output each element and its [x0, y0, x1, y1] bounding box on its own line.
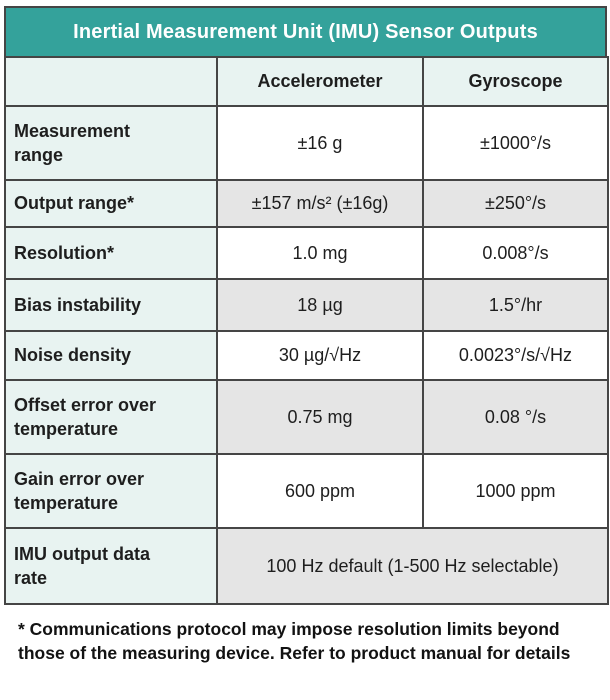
accelerometer-value-cell: 1.0 mg [216, 226, 424, 280]
footnote: * Communications protocol may impose res… [18, 619, 571, 663]
accelerometer-value-cell: ±16 g [216, 105, 424, 181]
imu-spec-table: Accelerometer Gyroscope Measurement rang… [4, 56, 609, 605]
header-gyroscope: Gyroscope [422, 56, 609, 107]
table-row-measurement-range: Measurement range ±16 g ±1000°/s [4, 105, 609, 181]
table-row-noise-density: Noise density 30 µg/√Hz 0.0023°/s/√Hz [4, 330, 609, 381]
header-row: Accelerometer Gyroscope [4, 56, 609, 107]
table-row-resolution: Resolution* 1.0 mg 0.008°/s [4, 226, 609, 280]
table-row-output-range: Output range* ±157 m/s² (±16g) ±250°/s [4, 179, 609, 228]
gyroscope-value-cell: 1.5°/hr [422, 278, 609, 332]
row-label-cell: Measurement range [4, 105, 218, 181]
accelerometer-value-cell: 0.75 mg [216, 379, 424, 455]
table-row-gain-error: Gain error over temperature 600 ppm 1000… [4, 453, 609, 529]
table-row-offset-error: Offset error over temperature 0.75 mg 0.… [4, 379, 609, 455]
accelerometer-value-cell: 18 µg [216, 278, 424, 332]
table-row-output-data-rate: IMU output data rate 100 Hz default (1-5… [4, 527, 609, 605]
table-title-bar: Inertial Measurement Unit (IMU) Sensor O… [4, 6, 607, 58]
imu-spec-sheet: Inertial Measurement Unit (IMU) Sensor O… [4, 6, 609, 666]
gyroscope-value-cell: ±250°/s [422, 179, 609, 228]
row-label-cell: Noise density [4, 330, 218, 381]
row-label-cell: Resolution* [4, 226, 218, 280]
row-label-cell: IMU output data rate [4, 527, 218, 605]
row-label-cell: Gain error over temperature [4, 453, 218, 529]
accelerometer-value-cell: ±157 m/s² (±16g) [216, 179, 424, 228]
table-title: Inertial Measurement Unit (IMU) Sensor O… [73, 20, 538, 43]
row-label-cell: Offset error over temperature [4, 379, 218, 455]
gyroscope-value-cell: 0.008°/s [422, 226, 609, 280]
row-label-cell: Bias instability [4, 278, 218, 332]
accelerometer-value-cell: 30 µg/√Hz [216, 330, 424, 381]
merged-value-cell: 100 Hz default (1-500 Hz selectable) [216, 527, 609, 605]
header-empty-cell [4, 56, 218, 107]
gyroscope-value-cell: ±1000°/s [422, 105, 609, 181]
table-row-bias-instability: Bias instability 18 µg 1.5°/hr [4, 278, 609, 332]
gyroscope-value-cell: 0.0023°/s/√Hz [422, 330, 609, 381]
gyroscope-value-cell: 0.08 °/s [422, 379, 609, 455]
accelerometer-value-cell: 600 ppm [216, 453, 424, 529]
row-label-cell: Output range* [4, 179, 218, 228]
gyroscope-value-cell: 1000 ppm [422, 453, 609, 529]
header-accelerometer: Accelerometer [216, 56, 424, 107]
